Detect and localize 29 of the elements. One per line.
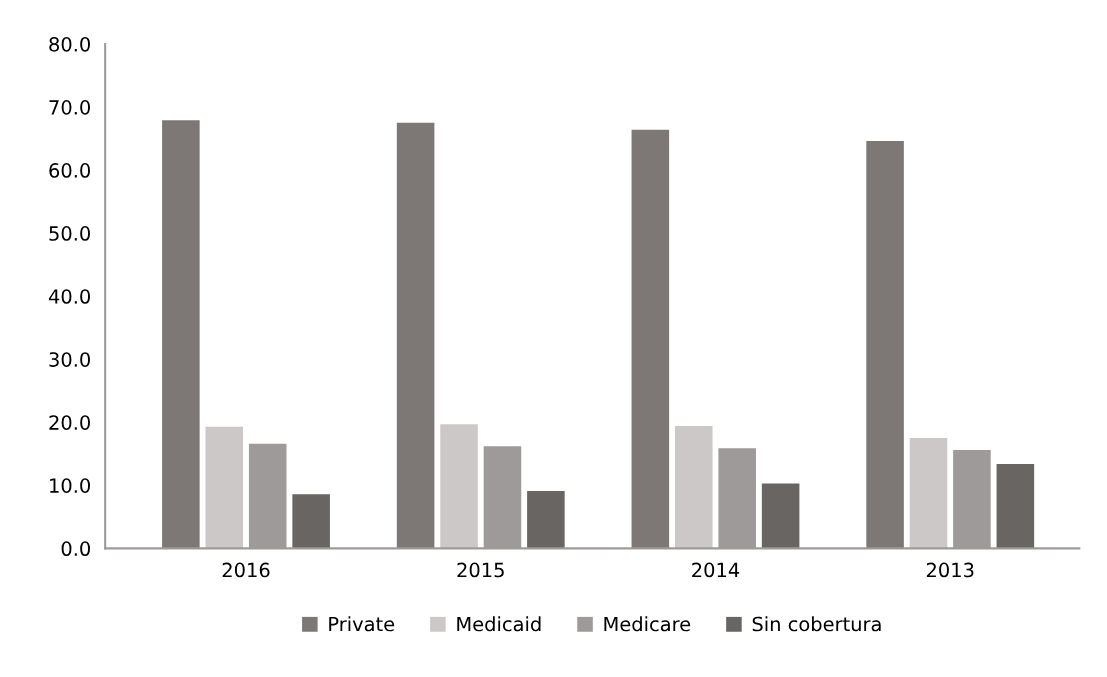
x-tick-label: 2014 (692, 562, 740, 578)
x-tick-label: 2013 (926, 562, 974, 578)
bar (396, 122, 435, 549)
y-tick-label: 60.0 (49, 163, 90, 178)
y-tick-label: 80.0 (49, 36, 90, 52)
bar (996, 463, 1035, 549)
y-tick-label: 30.0 (49, 352, 90, 367)
bar (440, 424, 478, 549)
y-tick-label: 10.0 (50, 478, 90, 493)
y-tick-label: 40.0 (48, 289, 90, 304)
bar (761, 483, 800, 549)
bar (631, 129, 670, 549)
bar (909, 438, 948, 549)
y-tick-label: 70.0 (49, 100, 90, 115)
legend-label: Medicare (604, 616, 691, 632)
bar (205, 426, 244, 549)
x-tick-label: 2015 (457, 562, 504, 578)
bar (866, 141, 904, 549)
y-tick-label: 50.0 (49, 226, 90, 241)
y-tick-label: 0.0 (61, 541, 90, 557)
legend-label: Medicaid (457, 616, 541, 632)
y-tick-label: 20.0 (49, 415, 90, 430)
bar (292, 494, 330, 549)
legend-label: Private (329, 616, 395, 632)
bar (162, 120, 200, 549)
bar (674, 426, 713, 549)
x-tick-label: 2016 (222, 562, 270, 578)
legend-label: Sin cobertura (752, 616, 881, 632)
bar (527, 491, 565, 549)
